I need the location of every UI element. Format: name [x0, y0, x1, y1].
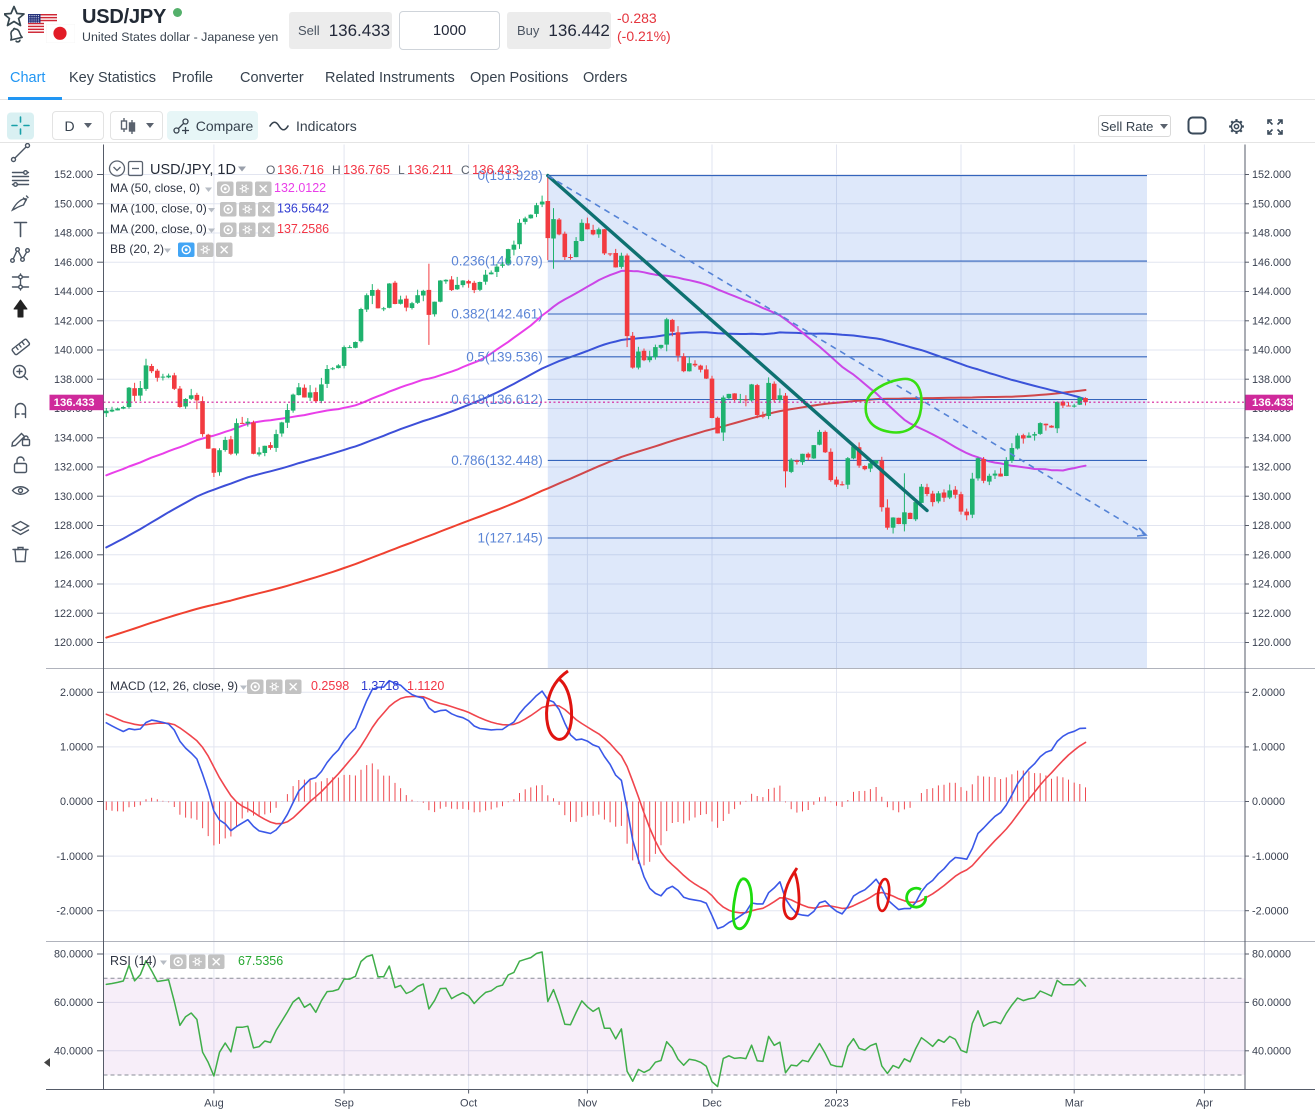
svg-text:H: H — [332, 163, 341, 177]
svg-text:40.0000: 40.0000 — [54, 1046, 93, 1058]
svg-text:0.0000: 0.0000 — [1252, 796, 1285, 808]
svg-text:126.000: 126.000 — [1252, 550, 1291, 562]
svg-text:134.000: 134.000 — [54, 432, 93, 444]
svg-text:2023: 2023 — [824, 1098, 848, 1110]
svg-text:150.000: 150.000 — [1252, 198, 1291, 210]
svg-text:-1.0000: -1.0000 — [56, 851, 93, 863]
svg-text:0.382(142.461): 0.382(142.461) — [451, 307, 543, 322]
svg-text:67.5356: 67.5356 — [238, 954, 283, 968]
svg-text:MA (200, close, 0): MA (200, close, 0) — [110, 222, 207, 236]
svg-text:136.433: 136.433 — [54, 397, 95, 409]
svg-text:142.000: 142.000 — [54, 315, 93, 327]
svg-text:150.000: 150.000 — [54, 198, 93, 210]
svg-text:0(151.928): 0(151.928) — [477, 168, 542, 183]
svg-text:138.000: 138.000 — [1252, 374, 1291, 386]
svg-text:148.000: 148.000 — [54, 228, 93, 240]
svg-text:MACD (12, 26, close, 9): MACD (12, 26, close, 9) — [110, 679, 238, 693]
svg-text:136.716: 136.716 — [277, 162, 324, 177]
svg-text:140.000: 140.000 — [54, 345, 93, 357]
svg-text:1.0000: 1.0000 — [1252, 742, 1285, 754]
svg-text:136.211: 136.211 — [407, 162, 453, 177]
svg-text:152.000: 152.000 — [1252, 169, 1291, 181]
svg-text:148.000: 148.000 — [1252, 228, 1291, 240]
svg-text:128.000: 128.000 — [1252, 520, 1291, 532]
svg-text:MA (50, close, 0): MA (50, close, 0) — [110, 181, 200, 195]
svg-text:0.618(136.612): 0.618(136.612) — [451, 392, 543, 407]
svg-text:136.5642: 136.5642 — [277, 202, 329, 216]
svg-text:40.0000: 40.0000 — [1252, 1046, 1291, 1058]
svg-text:138.000: 138.000 — [54, 374, 93, 386]
svg-text:1.1120: 1.1120 — [407, 679, 444, 693]
svg-text:1.3718: 1.3718 — [361, 679, 399, 693]
svg-text:0.786(132.448): 0.786(132.448) — [451, 453, 543, 468]
svg-text:2.0000: 2.0000 — [1252, 687, 1285, 699]
svg-text:134.000: 134.000 — [1252, 432, 1291, 444]
svg-text:0.2598: 0.2598 — [311, 679, 349, 693]
svg-text:Feb: Feb — [952, 1098, 971, 1110]
svg-text:MA (100, close, 0): MA (100, close, 0) — [110, 202, 207, 216]
svg-text:60.0000: 60.0000 — [54, 997, 93, 1009]
svg-text:146.000: 146.000 — [54, 257, 93, 269]
svg-text:136.433: 136.433 — [472, 162, 519, 177]
svg-text:132.000: 132.000 — [1252, 462, 1291, 474]
svg-text:Nov: Nov — [578, 1098, 598, 1110]
svg-text:Oct: Oct — [460, 1098, 477, 1110]
svg-text:-1.0000: -1.0000 — [1252, 851, 1289, 863]
svg-text:Apr: Apr — [1196, 1098, 1213, 1110]
svg-text:1.0000: 1.0000 — [60, 742, 93, 754]
svg-text:0.5(139.536): 0.5(139.536) — [466, 349, 543, 364]
svg-text:L: L — [398, 163, 405, 177]
svg-text:144.000: 144.000 — [1252, 286, 1291, 298]
svg-text:80.0000: 80.0000 — [54, 949, 93, 961]
svg-text:-2.0000: -2.0000 — [56, 905, 93, 917]
svg-text:Aug: Aug — [204, 1098, 224, 1110]
svg-text:Sep: Sep — [334, 1098, 354, 1110]
svg-text:136.765: 136.765 — [343, 162, 390, 177]
svg-text:144.000: 144.000 — [54, 286, 93, 298]
svg-text:132.0122: 132.0122 — [274, 181, 326, 195]
svg-text:0.0000: 0.0000 — [60, 796, 93, 808]
svg-text:USD/JPY, 1D: USD/JPY, 1D — [150, 162, 236, 178]
svg-text:O: O — [266, 163, 275, 177]
svg-text:120.000: 120.000 — [1252, 637, 1291, 649]
svg-text:152.000: 152.000 — [54, 169, 93, 181]
svg-text:146.000: 146.000 — [1252, 257, 1291, 269]
svg-text:C: C — [461, 163, 470, 177]
svg-text:Mar: Mar — [1065, 1098, 1084, 1110]
svg-text:130.000: 130.000 — [54, 491, 93, 503]
svg-text:126.000: 126.000 — [54, 550, 93, 562]
svg-text:122.000: 122.000 — [54, 608, 93, 620]
svg-text:60.0000: 60.0000 — [1252, 997, 1291, 1009]
svg-text:142.000: 142.000 — [1252, 315, 1291, 327]
svg-text:0.236(146.079): 0.236(146.079) — [451, 254, 543, 269]
svg-text:136.433: 136.433 — [1252, 397, 1293, 409]
svg-text:1(127.145): 1(127.145) — [477, 531, 542, 546]
svg-text:128.000: 128.000 — [54, 520, 93, 532]
svg-text:124.000: 124.000 — [1252, 579, 1291, 591]
svg-text:122.000: 122.000 — [1252, 608, 1291, 620]
svg-text:Dec: Dec — [702, 1098, 722, 1110]
svg-text:BB (20, 2): BB (20, 2) — [110, 242, 164, 256]
svg-text:124.000: 124.000 — [54, 579, 93, 591]
svg-text:137.2586: 137.2586 — [277, 222, 329, 236]
svg-text:2.0000: 2.0000 — [60, 687, 93, 699]
svg-text:-2.0000: -2.0000 — [1252, 905, 1289, 917]
svg-text:120.000: 120.000 — [54, 637, 93, 649]
svg-text:140.000: 140.000 — [1252, 345, 1291, 357]
svg-text:80.0000: 80.0000 — [1252, 949, 1291, 961]
svg-text:132.000: 132.000 — [54, 462, 93, 474]
svg-text:RSI (14): RSI (14) — [110, 954, 157, 968]
svg-text:130.000: 130.000 — [1252, 491, 1291, 503]
